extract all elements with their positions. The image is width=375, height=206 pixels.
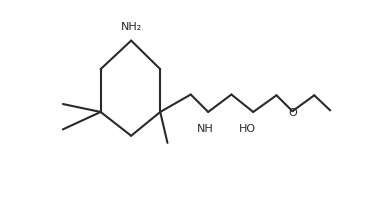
Text: O: O (288, 108, 297, 118)
Text: NH₂: NH₂ (120, 22, 142, 32)
Text: NH: NH (197, 124, 214, 134)
Text: HO: HO (239, 124, 256, 134)
